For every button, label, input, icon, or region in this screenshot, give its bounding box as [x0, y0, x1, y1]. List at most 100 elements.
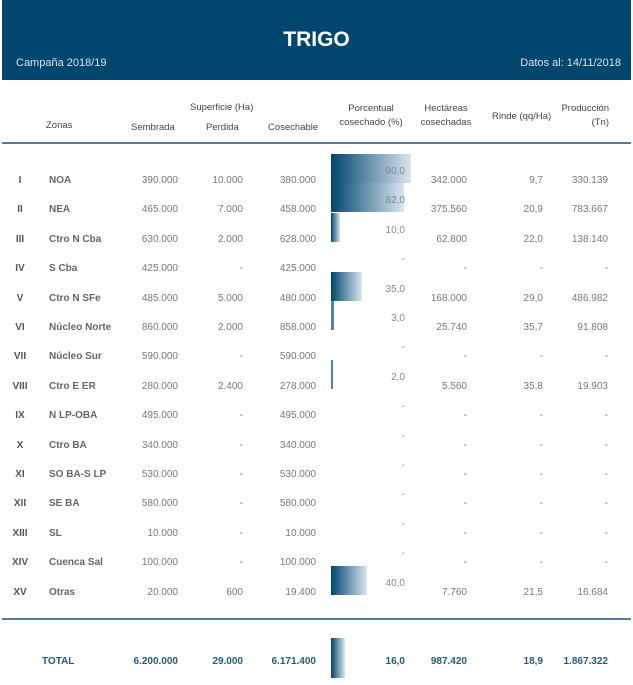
produccion-cell: - [604, 557, 608, 569]
harvest-percent-value: - [401, 401, 405, 413]
zone-number: II [17, 204, 23, 216]
hectareas-cell: - [463, 527, 467, 539]
harvest-percent-value: 3,0 [391, 313, 405, 324]
page-title: TRIGO [283, 28, 350, 51]
rinde-cell: - [539, 351, 543, 363]
zone-number: XII [13, 498, 27, 510]
total-row: TOTAL 6.200.000 29.000 6.171.400 16,0 987… [0, 638, 633, 685]
perdida-cell: 29.000 [212, 656, 243, 667]
hectareas-cell: - [463, 351, 467, 363]
sembrada-cell: 390.000 [141, 175, 178, 186]
col-hectareas: Hectáreas cosechadas [416, 102, 476, 130]
col-produccion: Producción (Tn) [561, 102, 609, 130]
zone-number: I [18, 175, 22, 186]
hectareas-cell: 342.000 [430, 175, 467, 186]
zone-name: Ctro E ER [49, 380, 96, 392]
cosechable-cell: 480.000 [279, 292, 316, 304]
total-divider [2, 618, 631, 620]
cosechable-cell: 380.000 [279, 175, 316, 186]
harvest-percent-value: - [401, 518, 405, 530]
table-row: XII SE BA 580.000 - 580.000 - - - - [0, 489, 633, 527]
col-group-superficie: Superficie (Ha) [190, 102, 254, 113]
produccion-cell: - [604, 498, 608, 510]
rinde-cell: - [539, 410, 543, 422]
harvest-percent-value: 2,0 [391, 371, 405, 383]
harvest-percent-bar [331, 271, 363, 301]
rinde-cell: 20,9 [523, 204, 543, 216]
zone-number: IX [15, 410, 25, 422]
hectareas-cell: - [463, 439, 467, 451]
rinde-cell: 35,7 [523, 322, 543, 333]
cosechable-cell: 10.000 [285, 527, 316, 539]
harvest-percent-bar [331, 565, 367, 595]
zone-number: X [16, 439, 24, 451]
zone-number: XIII [12, 527, 28, 539]
zone-number: VIII [12, 380, 28, 392]
cosechable-cell: 278.000 [279, 380, 316, 392]
hectareas-cell: - [463, 410, 467, 422]
zone-number: V [16, 292, 24, 304]
sembrada-cell: 465.000 [141, 204, 178, 216]
produccion-cell: 783.667 [571, 204, 608, 216]
hectareas-cell: 987.420 [430, 656, 467, 667]
zone-name: Ctro N Cba [49, 233, 102, 245]
zone-number: XI [15, 469, 25, 480]
zone-name: Núcleo Sur [49, 351, 102, 363]
sembrada-cell: 340.000 [141, 439, 178, 451]
produccion-cell: - [604, 410, 608, 422]
col-produccion-line2: (Tn) [591, 117, 609, 128]
hectareas-cell: 5.560 [441, 380, 467, 392]
produccion-cell: 138.140 [571, 233, 608, 245]
zone-name: Ctro N SFe [49, 292, 101, 304]
harvest-percent-value: 16,0 [385, 656, 405, 667]
zone-name: Otras [49, 586, 76, 598]
sembrada-cell: 100.000 [141, 557, 178, 569]
cosechable-cell: 340.000 [279, 439, 316, 451]
data-date: Datos al: 14/11/2018 [520, 57, 621, 69]
harvest-percent-value: 10,0 [385, 224, 405, 236]
zone-name: NOA [49, 175, 72, 186]
hectareas-cell: 375.560 [430, 204, 467, 216]
harvest-percent-bar [331, 301, 334, 330]
rinde-cell: 35,8 [523, 380, 543, 392]
harvest-percent-value: - [401, 489, 405, 501]
harvest-percent-value: - [401, 548, 405, 560]
sembrada-cell: 530.000 [141, 469, 178, 480]
perdida-cell: - [239, 351, 243, 363]
col-hectareas-line1: Hectáreas [424, 103, 468, 114]
col-porcentual-line1: Porcentual [348, 103, 394, 114]
rinde-cell: - [539, 263, 543, 275]
cosechable-cell: 590.000 [279, 351, 316, 363]
sembrada-cell: 580.000 [141, 498, 178, 510]
produccion-cell: - [604, 351, 608, 363]
rinde-cell: 29,0 [523, 292, 543, 304]
produccion-cell: 16.684 [577, 586, 608, 598]
harvest-percent-value: - [401, 254, 405, 266]
zone-number: XV [13, 586, 27, 598]
col-porcentual: Porcentual cosechado (%) [336, 102, 406, 130]
cosechable-cell: 858.000 [279, 322, 316, 333]
harvest-percent-value: 40,0 [385, 577, 405, 589]
zone-number: VI [15, 322, 25, 333]
table-row: I NOA 390.000 10.000 380.000 90,0 342.000 … [0, 154, 633, 204]
perdida-cell: - [239, 557, 243, 569]
rinde-cell: - [539, 527, 543, 539]
produccion-cell: 486.982 [571, 292, 608, 304]
zone-number: IV [15, 263, 25, 275]
rinde-cell: - [539, 498, 543, 510]
table-row: III Ctro N Cba 630.000 2.000 628.000 10,0 … [0, 212, 633, 263]
table-row: V Ctro N SFe 485.000 5.000 480.000 35,0 16… [0, 271, 633, 322]
produccion-cell: - [604, 439, 608, 451]
cosechable-cell: 530.000 [279, 469, 316, 480]
harvest-percent-value: - [401, 430, 405, 442]
rinde-cell: - [539, 439, 543, 451]
perdida-cell: - [239, 527, 243, 539]
harvest-percent-bar [331, 359, 333, 389]
zone-name: N LP-OBA [49, 410, 98, 422]
table-row: XIII SL 10.000 - 10.000 - - - - [0, 519, 633, 557]
rinde-cell: 18,9 [523, 656, 543, 667]
table-row: XI SO BA-S LP 530.000 - 530.000 - - - - [0, 460, 633, 498]
sembrada-cell: 630.000 [141, 233, 178, 245]
harvest-percent-bar [331, 212, 340, 242]
produccion-cell: 330.139 [571, 175, 608, 186]
